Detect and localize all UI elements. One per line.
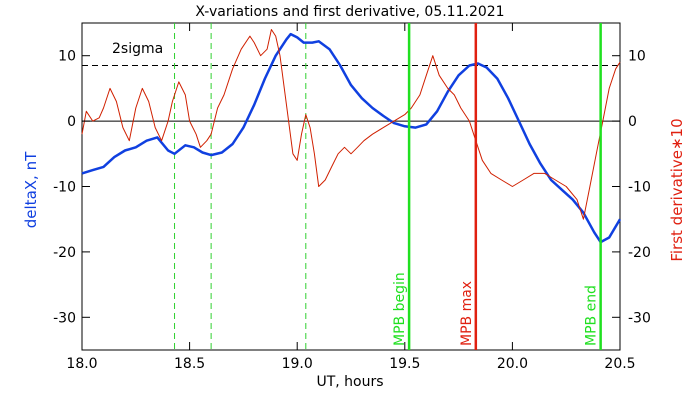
two-sigma-label: 2sigma [112, 41, 163, 57]
x-axis-label: UT, hours [316, 374, 383, 390]
x-tick-label: 20.0 [497, 356, 528, 372]
y-tick-label-left: -20 [53, 245, 76, 261]
y-tick-label-left: 0 [67, 114, 76, 130]
x-tick-label: 19.5 [389, 356, 420, 372]
series-line-deltaX [81, 32, 622, 244]
x-tick-label: 19.0 [282, 356, 313, 372]
y-tick-label-left: -10 [53, 180, 76, 196]
y-tick-label-left: 10 [58, 49, 76, 65]
x-tick-label: 18.5 [174, 356, 205, 372]
y-tick-label-right: 0 [628, 114, 637, 130]
y-tick-label-left: -30 [53, 310, 76, 326]
y-axis-label-left: deltaX, nT [22, 151, 40, 228]
y-tick-label-right: 10 [628, 49, 646, 65]
y-axis-label-right: First derivative∗10 [668, 118, 686, 261]
y-tick-label-right: -30 [628, 310, 651, 326]
y-tick-label-right: -20 [628, 245, 651, 261]
chart-title: X-variations and first derivative, 05.11… [195, 4, 504, 20]
series-line-derivative [81, 29, 621, 220]
marker-label-mpb-begin: MPB begin [392, 272, 408, 346]
x-tick-label: 20.5 [604, 356, 635, 372]
marker-label-mpb-end: MPB end [584, 285, 600, 346]
x-tick-label: 18.0 [66, 356, 97, 372]
marker-label-mpb-max: MPB max [459, 281, 475, 346]
y-tick-label-right: -10 [628, 180, 651, 196]
plot-frame [81, 22, 621, 351]
